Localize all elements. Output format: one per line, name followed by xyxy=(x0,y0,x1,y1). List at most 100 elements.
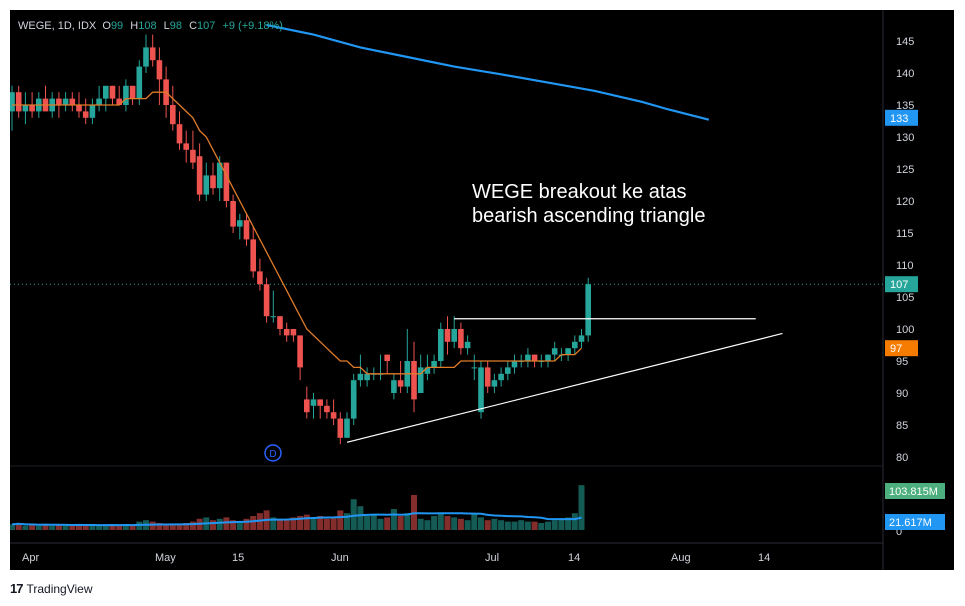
candle-body xyxy=(76,105,82,112)
candle-body xyxy=(337,418,344,438)
candle-body xyxy=(15,92,22,112)
candle-body xyxy=(10,92,15,112)
low-value: 98 xyxy=(169,20,182,32)
price-tick-label: 125 xyxy=(896,164,914,176)
annotation-line-2: bearish ascending triangle xyxy=(472,205,706,227)
price-tick-label: 90 xyxy=(896,388,908,400)
candle-body xyxy=(116,98,122,105)
symbol-label[interactable]: WEGE, 1D, IDX xyxy=(18,20,97,32)
candle-body xyxy=(250,239,256,272)
volume-bar xyxy=(10,524,15,530)
candle-body xyxy=(277,316,283,329)
candle-body xyxy=(511,361,518,368)
price-tick-label: 135 xyxy=(896,100,914,112)
candle-body xyxy=(391,380,397,393)
candle-body xyxy=(82,111,89,118)
open-value: 99 xyxy=(110,20,124,32)
volume-bar xyxy=(250,516,257,530)
volume-bar xyxy=(397,516,404,530)
candle-body xyxy=(438,329,444,361)
candle-body xyxy=(431,361,437,368)
volume-bar xyxy=(169,524,176,530)
candle-body xyxy=(344,418,350,438)
candle-body xyxy=(384,354,390,361)
candle-body xyxy=(491,380,498,387)
brand-name: TradingView xyxy=(26,581,93,596)
chart-canvas[interactable]: 80 85 90 95 100 105 110 115 120 125 130 135 140 145 0 A… xyxy=(10,10,954,570)
legend-header: WEGE, 1D, IDX O99 H108 L98 C107 +9 (+9.1… xyxy=(18,20,287,32)
candle-body xyxy=(203,175,210,195)
time-tick-label: 15 xyxy=(232,552,244,564)
annotation-line-1: WEGE breakout ke atas xyxy=(472,181,687,203)
volume-bar xyxy=(129,525,136,530)
footer-branding: 17 TradingView xyxy=(10,581,93,596)
candle-body xyxy=(551,348,558,355)
candle-body xyxy=(565,348,571,355)
volume-bar xyxy=(511,521,518,530)
candle-body xyxy=(22,105,29,112)
candle-body xyxy=(444,329,451,342)
volume-bar xyxy=(22,525,29,530)
volume-bar xyxy=(551,520,558,530)
volume-badge xyxy=(885,483,945,499)
chart-panel[interactable]: 80 85 90 95 100 105 110 115 120 125 130 135 140 145 0 A… xyxy=(10,10,954,570)
volume-bar xyxy=(230,520,237,530)
candle-body xyxy=(478,367,484,413)
candle-body xyxy=(531,354,538,361)
candle-body xyxy=(183,143,189,150)
volume-bar xyxy=(49,525,56,530)
annotation-text[interactable]: WEGE breakout ke atas bearish ascending … xyxy=(472,180,706,228)
volume-bar xyxy=(236,521,243,530)
candle-body xyxy=(190,149,196,163)
volume-bar xyxy=(424,520,431,530)
tradingview-logo-icon: 17 xyxy=(10,581,24,596)
volume-bar xyxy=(384,517,391,530)
volume-badge-label: 21.617M xyxy=(889,517,932,529)
time-tick-label: Jul xyxy=(485,552,499,564)
volume-bar xyxy=(498,520,505,530)
volume-bar xyxy=(76,524,82,530)
candle-body xyxy=(210,175,216,189)
volume-bar xyxy=(163,524,170,530)
close-label: C xyxy=(189,20,198,32)
high-label: H xyxy=(130,20,139,32)
price-badge xyxy=(885,340,918,357)
volume-bar xyxy=(317,516,324,530)
volume-bar xyxy=(183,523,190,530)
candle-body xyxy=(263,284,270,317)
volume-bar xyxy=(89,525,96,530)
candle-body xyxy=(196,156,203,195)
candle-body xyxy=(304,399,310,413)
candle-body xyxy=(69,98,76,105)
candle-body xyxy=(103,85,109,99)
candle-body xyxy=(270,316,277,318)
volume-bar xyxy=(290,517,297,530)
volume-bar xyxy=(270,517,277,530)
candle-body xyxy=(62,98,69,105)
candle-body xyxy=(350,380,357,419)
volume-bar xyxy=(122,524,129,530)
candle-body xyxy=(89,105,96,118)
volume-bar xyxy=(464,520,471,530)
time-tick-label: 14 xyxy=(758,552,770,564)
volume-bar xyxy=(357,506,364,530)
candle-body xyxy=(464,341,471,349)
candle-body xyxy=(129,85,136,99)
candle-body xyxy=(525,354,531,361)
volume-bar xyxy=(565,517,572,530)
volume-bar xyxy=(538,523,545,530)
price-tick-label: 80 xyxy=(896,452,908,464)
volume-bar xyxy=(223,517,230,530)
candle-body xyxy=(310,399,317,406)
change-value: +9 (+9.18%) xyxy=(222,20,283,32)
volume-bar xyxy=(176,524,183,530)
candle-body xyxy=(411,361,417,400)
candle-body xyxy=(237,220,243,227)
candle-body xyxy=(109,85,116,99)
candle-body xyxy=(364,373,370,381)
support-trendline xyxy=(346,332,783,443)
volume-bar xyxy=(370,514,377,530)
price-tick-label: 85 xyxy=(896,420,908,432)
volume-bar xyxy=(344,513,350,530)
close-value: 107 xyxy=(197,20,216,32)
